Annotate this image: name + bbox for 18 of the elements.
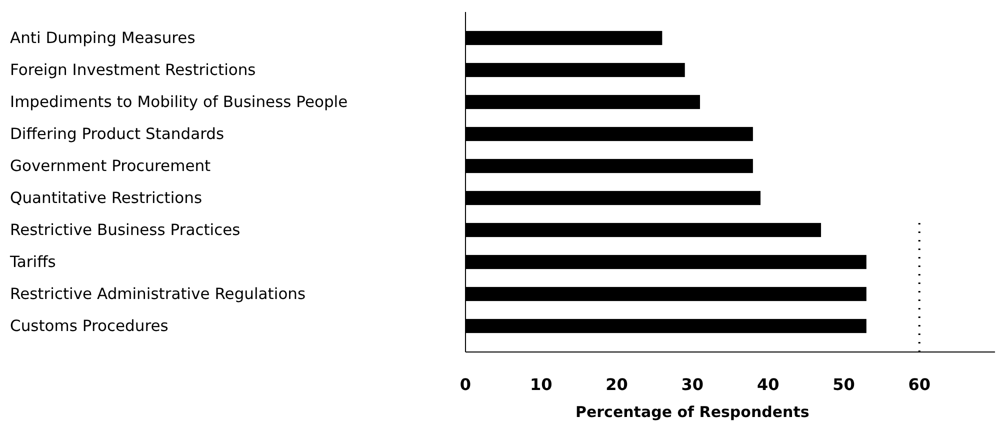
x-tick-label: 10 (530, 375, 552, 394)
x-tick-label: 50 (832, 375, 855, 394)
y-tick-label: Quantitative Restrictions (10, 189, 202, 207)
x-tick-label: 60 (908, 375, 930, 394)
x-tick-label: 20 (606, 375, 628, 394)
x-tick-label: 40 (756, 375, 780, 394)
y-tick-label: Differing Product Standards (10, 125, 224, 143)
y-tick-label: Restrictive Administrative Regulations (10, 285, 306, 303)
y-tick-label: Anti Dumping Measures (10, 29, 196, 47)
x-tick-label: 0 (460, 375, 472, 394)
y-tick-label: Impediments to Mobility of Business People (10, 93, 348, 111)
x-axis-title: Percentage of Respondents (576, 403, 810, 421)
y-tick-label: Customs Procedures (10, 317, 168, 335)
x-tick-label: 30 (681, 375, 704, 394)
y-tick-label: Foreign Investment Restrictions (10, 61, 256, 79)
y-tick-label: Government Procurement (10, 157, 211, 175)
y-tick-label: Restrictive Business Practices (10, 221, 240, 239)
y-tick-label: Tariffs (9, 253, 56, 271)
